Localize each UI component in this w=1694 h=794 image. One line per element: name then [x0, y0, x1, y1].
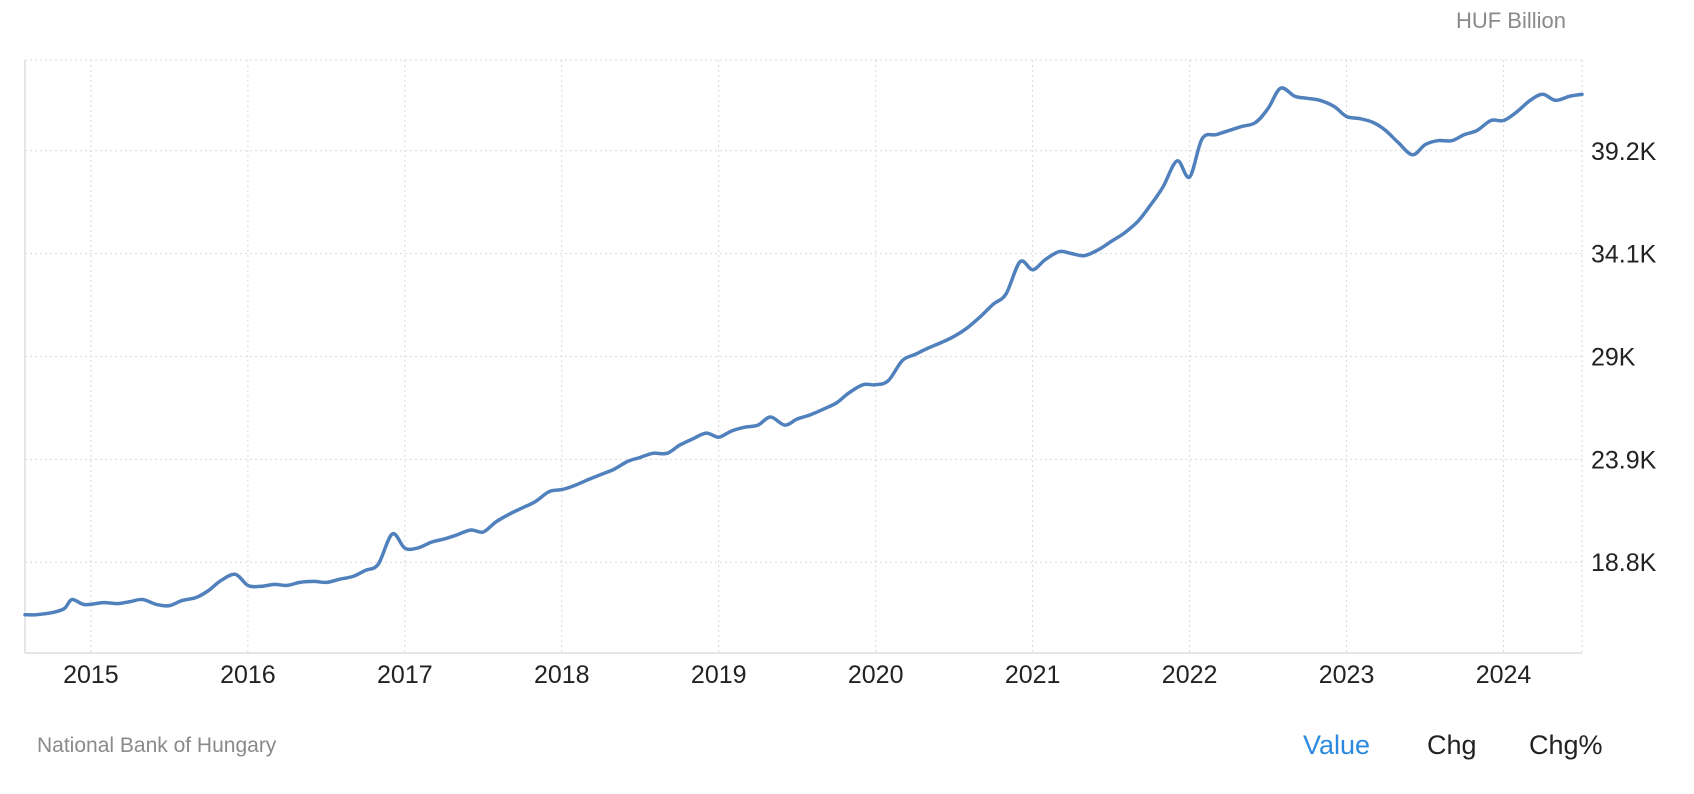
y-tick-label: 34.1K: [1591, 241, 1657, 269]
grid-lines: [24, 59, 1583, 654]
x-tick-label: 2021: [1005, 661, 1061, 689]
x-tick-label: 2019: [691, 661, 747, 689]
y-tick-label: 39.2K: [1591, 138, 1657, 166]
x-tick-label: 2024: [1476, 661, 1532, 689]
unit-label: HUF Billion: [1455, 8, 1566, 33]
series-layer: [23, 86, 1584, 617]
y-tick-label: 29K: [1591, 344, 1636, 372]
series-line-0: [23, 86, 1584, 617]
x-tick-label: 2022: [1162, 661, 1218, 689]
x-tick-label: 2020: [848, 661, 904, 689]
x-tick-label: 2017: [377, 661, 433, 689]
toggle-value-button[interactable]: Value: [1303, 730, 1371, 760]
axis-labels: 18.8K 23.9K 29K 34.1K 39.2K 2015 2016 2017 2018 2…: [63, 138, 1657, 689]
x-tick-label: 2016: [220, 661, 276, 689]
source-label: National Bank of Hungary: [37, 734, 277, 757]
x-tick-label: 2018: [534, 661, 590, 689]
x-tick-label: 2015: [63, 661, 119, 689]
toggle-chg-percent-button[interactable]: Chg%: [1529, 730, 1603, 760]
toggle-chg-button[interactable]: Chg: [1427, 730, 1477, 760]
x-tick-label: 2023: [1319, 661, 1375, 689]
y-tick-label: 18.8K: [1591, 549, 1657, 577]
y-tick-label: 23.9K: [1591, 446, 1657, 474]
